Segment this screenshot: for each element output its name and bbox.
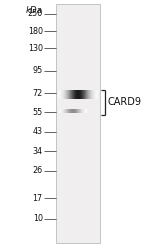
Text: 17: 17: [33, 194, 43, 203]
FancyBboxPatch shape: [56, 4, 100, 243]
Text: 250: 250: [27, 9, 43, 18]
Text: 10: 10: [33, 214, 43, 223]
Text: 43: 43: [33, 127, 43, 136]
Text: 55: 55: [33, 108, 43, 117]
Text: 95: 95: [33, 66, 43, 75]
Text: CARD9: CARD9: [108, 97, 142, 107]
Text: kDa: kDa: [26, 6, 43, 15]
Text: 130: 130: [28, 44, 43, 53]
Text: 180: 180: [28, 27, 43, 35]
Text: 72: 72: [33, 89, 43, 97]
Text: 34: 34: [33, 147, 43, 156]
Text: 26: 26: [33, 166, 43, 175]
